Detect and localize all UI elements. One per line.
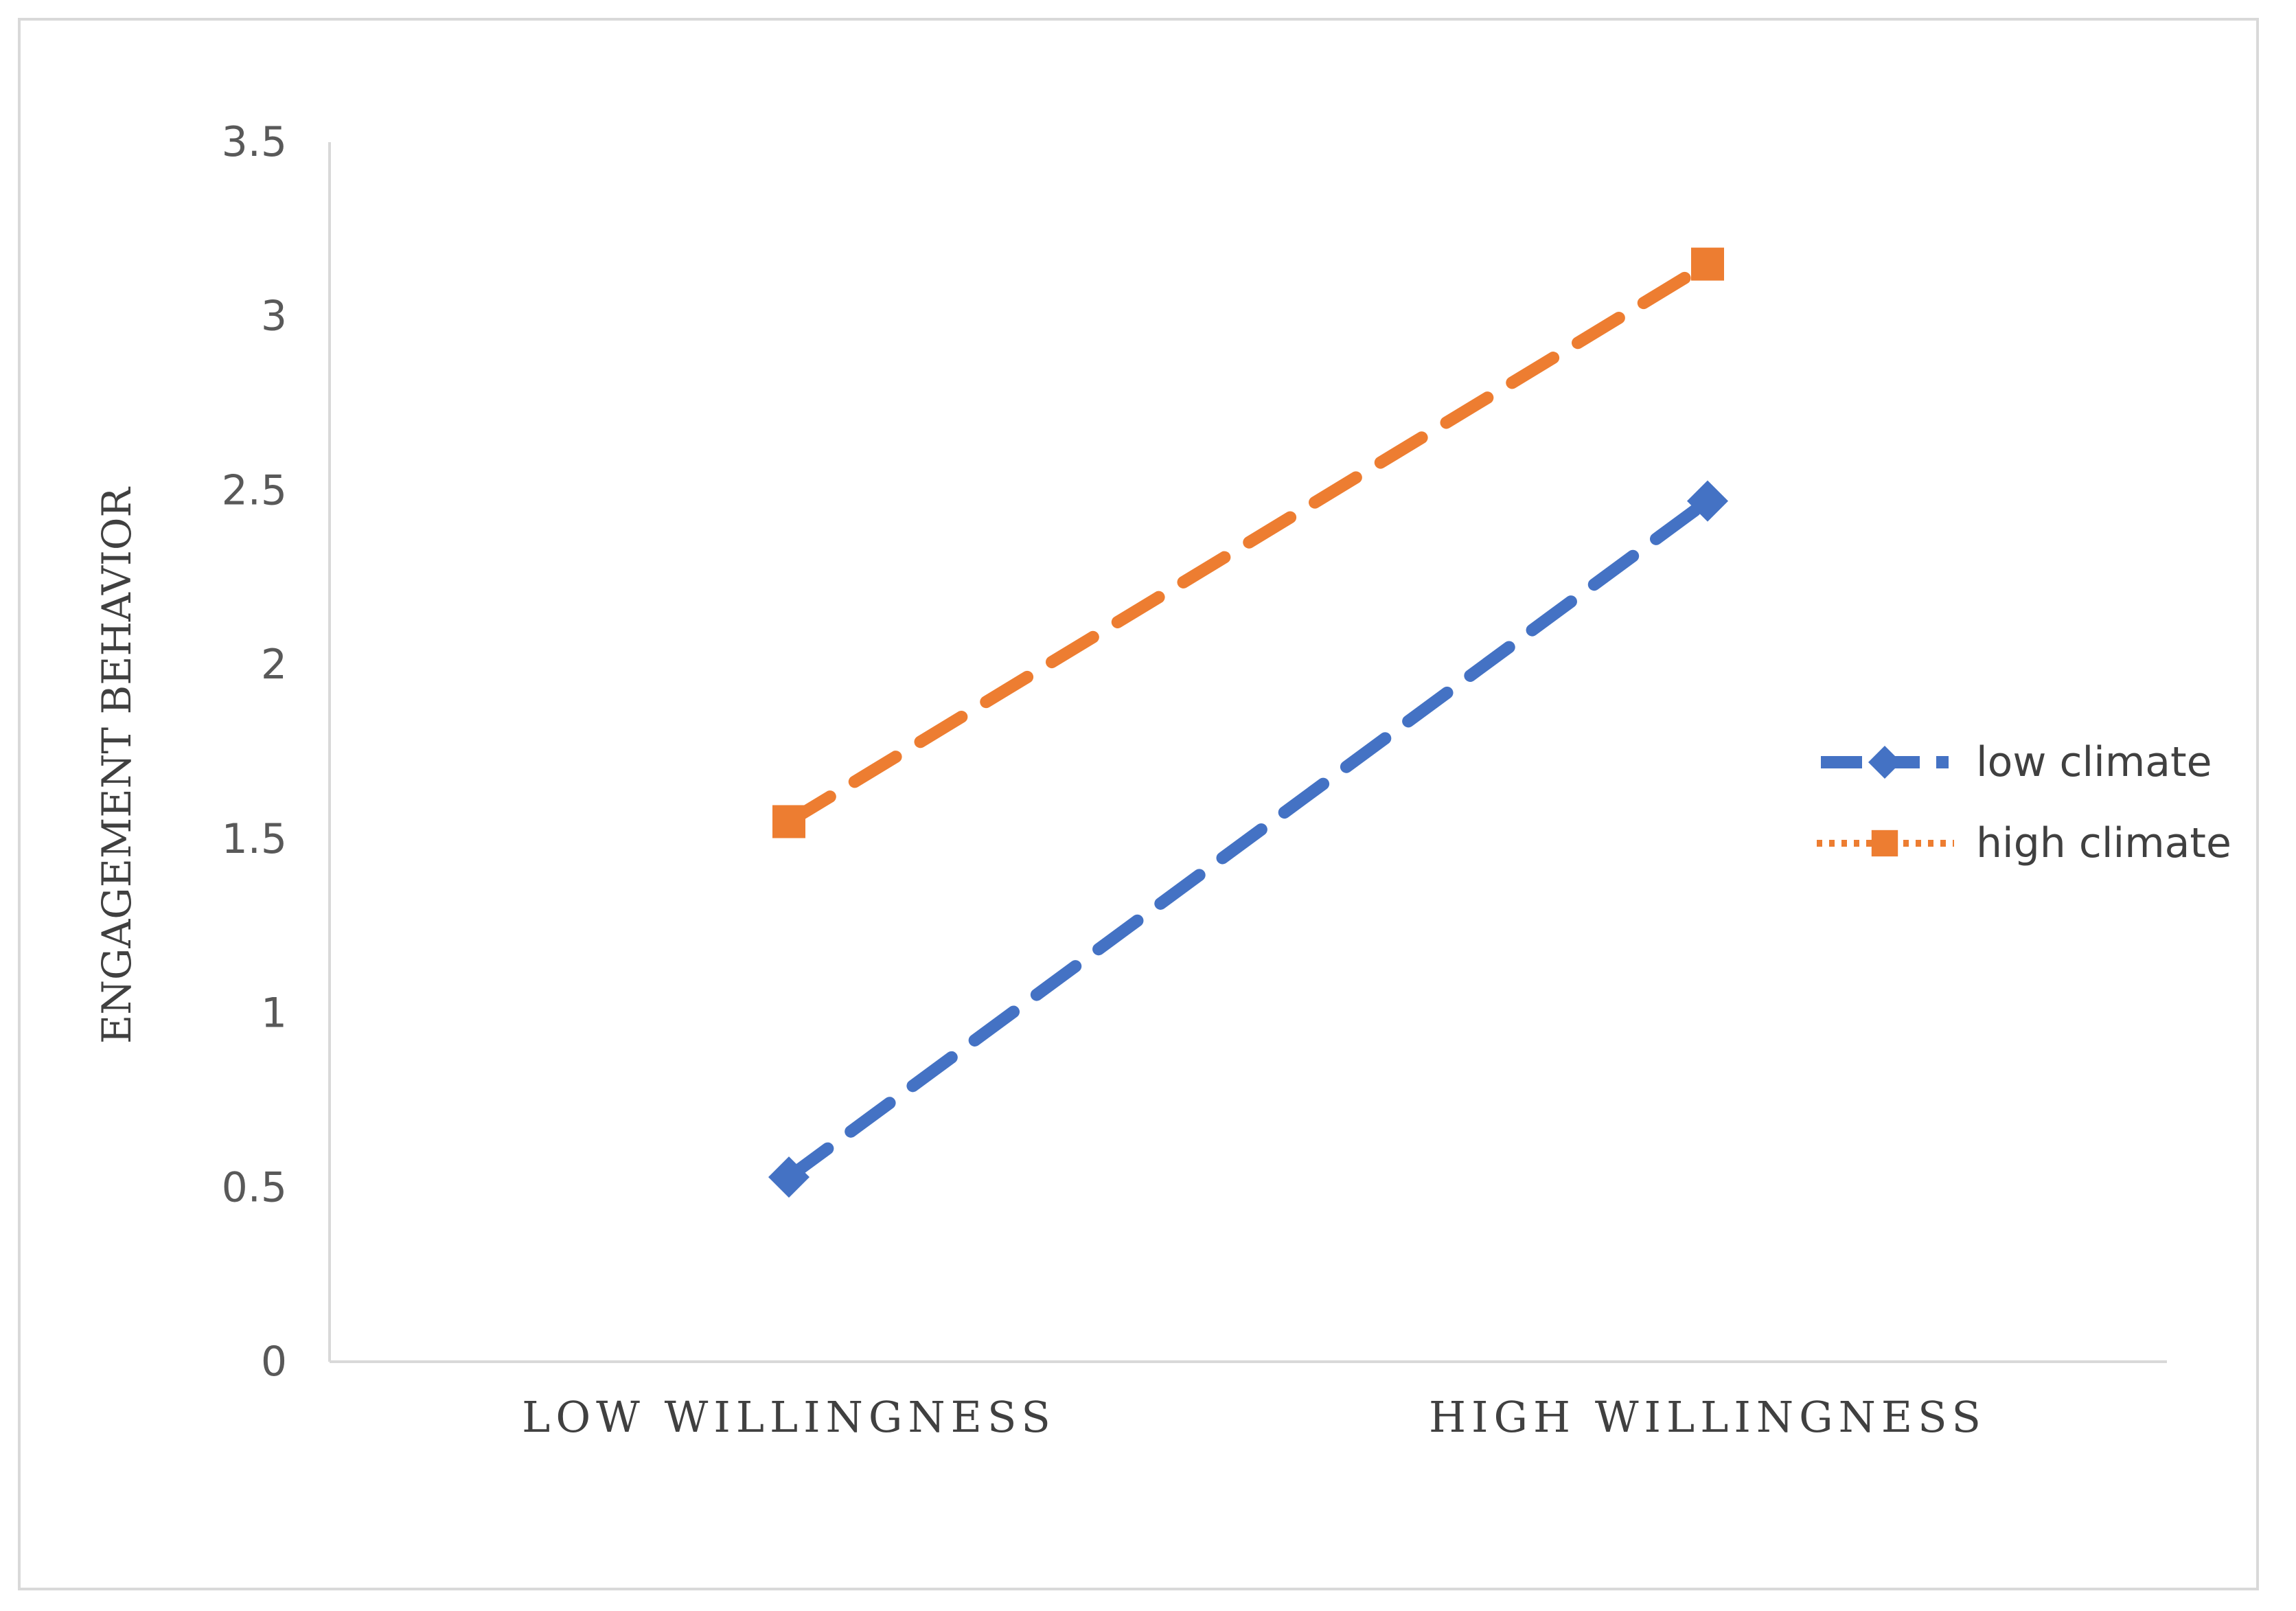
chart-frame bbox=[18, 18, 2259, 1590]
x-axis-categories: LOW WILLINGNESS HIGH WILLINGNESS bbox=[522, 1392, 1986, 1442]
x-category-label: HIGH WILLINGNESS bbox=[1429, 1392, 1986, 1442]
y-tick-label: 1 bbox=[261, 990, 287, 1038]
legend-item: low climate bbox=[1821, 738, 2212, 786]
y-tick-label: 3.5 bbox=[222, 118, 287, 166]
y-axis-title: ENGAGEMENT BEHAVIOR bbox=[93, 486, 140, 1044]
data-point bbox=[772, 805, 805, 838]
legend-marker bbox=[1871, 830, 1898, 857]
legend-item: high climate bbox=[1817, 819, 2231, 867]
series-0 bbox=[768, 480, 1728, 1198]
y-tick-label: 3 bbox=[261, 293, 287, 341]
series-1 bbox=[772, 247, 1724, 838]
data-point bbox=[768, 1156, 810, 1198]
legend-label: low climate bbox=[1976, 738, 2212, 786]
y-tick-label: 0 bbox=[261, 1338, 287, 1386]
series-layer bbox=[768, 247, 1728, 1198]
y-axis-ticks: 0 0.5 1 1.5 2 2.5 3 3.5 bbox=[222, 118, 287, 1386]
data-point bbox=[1691, 247, 1724, 281]
y-tick-label: 2.5 bbox=[222, 466, 287, 514]
x-category-label: LOW WILLINGNESS bbox=[522, 1392, 1056, 1442]
legend-marker bbox=[1868, 746, 1901, 779]
y-tick-label: 1.5 bbox=[222, 815, 287, 863]
y-tick-label: 0.5 bbox=[222, 1163, 287, 1211]
data-point bbox=[1687, 480, 1728, 522]
legend-label: high climate bbox=[1976, 819, 2231, 867]
legend: low climate high climate bbox=[1817, 738, 2231, 867]
y-tick-label: 2 bbox=[261, 641, 287, 689]
series-line bbox=[783, 494, 1714, 1184]
series-line bbox=[783, 258, 1714, 828]
